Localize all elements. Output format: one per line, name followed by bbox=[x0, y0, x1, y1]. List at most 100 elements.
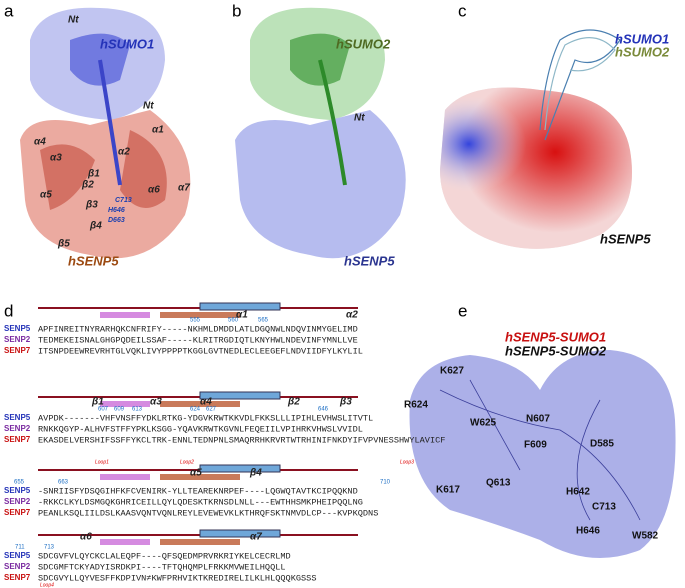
structure-label: α1 bbox=[236, 310, 248, 321]
ss-bar bbox=[100, 474, 150, 480]
ss-bar bbox=[38, 469, 358, 471]
sequence: PEANLKSQLIILDSLKAASVQNTVQNLREYLEVEWEVKLK… bbox=[38, 508, 378, 518]
legend-entry: hSENP5-SUMO2 bbox=[505, 343, 607, 358]
structure-label: β5 bbox=[57, 239, 70, 250]
ss-bar bbox=[38, 534, 358, 536]
ss-bar bbox=[199, 529, 281, 538]
structure-a bbox=[20, 7, 191, 259]
ss-bar bbox=[38, 396, 358, 398]
structure-label: α3 bbox=[150, 397, 162, 408]
structure-label: α7 bbox=[178, 183, 190, 194]
molecule-label: hSENP5 bbox=[600, 231, 651, 246]
panel-letter: d bbox=[4, 301, 13, 320]
residue-number: 655 bbox=[14, 480, 25, 486]
residue-label: R624 bbox=[404, 400, 428, 411]
sequence-name: SENP5 bbox=[4, 413, 31, 422]
ss-bar bbox=[160, 539, 240, 545]
panel-letter: a bbox=[4, 1, 14, 20]
structure-label: β4 bbox=[89, 221, 102, 232]
sequence: ITSNPDEEWREVRHTGLVQKLIVYPPPPTKGGLGVTNEDL… bbox=[38, 346, 363, 356]
ss-bar bbox=[199, 391, 281, 400]
molecule-label: hSUMO1 bbox=[100, 36, 154, 51]
ss-bar bbox=[100, 539, 150, 545]
structure-label: α7 bbox=[250, 532, 262, 543]
structure-b bbox=[235, 7, 406, 259]
molecule-label: hSUMO2 bbox=[615, 44, 670, 59]
structure-label: α2 bbox=[118, 147, 130, 158]
loop-label: Loop2 bbox=[180, 459, 194, 465]
ss-bar bbox=[160, 474, 240, 480]
structure-label: α3 bbox=[50, 153, 62, 164]
sequence: TEDMEKEISNALGHGPQDEILSSAF-----KLRITRGDIQ… bbox=[38, 335, 358, 345]
sequence: SDCGVFVLQYCKCLALEQPF----QFSQEDMPRVRKRIYK… bbox=[38, 551, 291, 561]
residue-number: 613 bbox=[132, 407, 143, 413]
structure-label: β1 bbox=[87, 169, 100, 180]
sequence: SDCGVYLLQYVESFFKDPIVN≠KWFPRHVIKTKREDIREL… bbox=[38, 573, 316, 583]
structure-label: β4 bbox=[249, 468, 262, 479]
sequence: EKASDELVERSHIFSSFFYKCLTRK-ENNLTEDNPNLSMA… bbox=[38, 435, 445, 445]
surface-e bbox=[409, 350, 676, 558]
residue-number: 646 bbox=[318, 407, 329, 413]
ss-bar bbox=[38, 307, 358, 309]
surface-c bbox=[440, 29, 632, 249]
ss-bar bbox=[199, 302, 281, 311]
ss-bar bbox=[100, 312, 150, 318]
molecule-label: hSENP5 bbox=[344, 253, 395, 268]
residue-label: C713 bbox=[592, 502, 616, 513]
ss-bar bbox=[160, 401, 240, 407]
residue-label: W625 bbox=[470, 418, 497, 429]
sequence-name: SENP5 bbox=[4, 486, 31, 495]
sequence-name: SENP2 bbox=[4, 562, 31, 571]
sequence-name: SENP7 bbox=[4, 435, 31, 444]
residue-number: 663 bbox=[58, 480, 69, 486]
panel-letter: e bbox=[458, 301, 467, 320]
sequence-name: SENP2 bbox=[4, 335, 31, 344]
residue-label: K617 bbox=[436, 485, 460, 496]
residue-number: 555 bbox=[190, 318, 201, 324]
residue-label: D585 bbox=[590, 439, 614, 450]
molecule-label: hSENP5 bbox=[68, 253, 119, 268]
structure-label: Nt bbox=[354, 113, 365, 124]
structure-label: β3 bbox=[85, 200, 98, 211]
residue-number: 711 bbox=[15, 545, 25, 551]
sequence-name: SENP7 bbox=[4, 573, 31, 582]
ss-bar bbox=[199, 464, 281, 473]
loop-label: Loop3 bbox=[400, 459, 414, 465]
residue-number: 710 bbox=[380, 480, 391, 486]
sequence-name: SENP7 bbox=[4, 508, 31, 517]
structure-label: β2 bbox=[287, 397, 300, 408]
sequence-name: SENP5 bbox=[4, 551, 31, 560]
residue-label: H642 bbox=[566, 487, 590, 498]
residue-label: H646 bbox=[576, 526, 600, 537]
residue-label: N607 bbox=[526, 414, 550, 425]
sequence: -RKKCLKYLDSMGQKGHRICEILLQYLQDESKTKRNSDLN… bbox=[38, 497, 363, 507]
sequence: AVPDK-------VHFVNSFFYDKLRTKG-YDGVKRWTKKV… bbox=[38, 413, 373, 423]
structure-label: α5 bbox=[190, 468, 202, 479]
structure-label: α5 bbox=[40, 190, 52, 201]
panel-letter: c bbox=[458, 1, 467, 20]
residue-label: H646 bbox=[108, 207, 125, 214]
residue-label: C713 bbox=[115, 197, 132, 204]
residue-number: 607 bbox=[98, 407, 109, 413]
residue-number: 713 bbox=[44, 545, 55, 551]
sequence: SDCGMFTCKYADYISRDKPI----TFTQHQMPLFRKKMVW… bbox=[38, 562, 286, 572]
structure-label: Nt bbox=[68, 15, 79, 26]
residue-number: 560 bbox=[228, 318, 239, 324]
structure-label: β1 bbox=[91, 397, 104, 408]
molecule-label: hSUMO1 bbox=[615, 31, 669, 46]
loop-label: Loop1 bbox=[95, 459, 109, 465]
molecule-label: hSUMO2 bbox=[336, 36, 391, 51]
residue-number: 565 bbox=[258, 318, 269, 324]
residue-number: 609 bbox=[114, 407, 125, 413]
legend-entry: hSENP5-SUMO1 bbox=[505, 329, 606, 344]
structure-label: α6 bbox=[80, 532, 92, 543]
residue-label: Q613 bbox=[486, 478, 511, 489]
structure-label: β3 bbox=[339, 397, 352, 408]
panel-letter: b bbox=[232, 1, 241, 20]
sequence: APFINREITNYRARHQKCNFRIFY-----NKHMLDMDDLA… bbox=[38, 324, 358, 334]
structure-label: α6 bbox=[148, 185, 160, 196]
structure-label: α4 bbox=[34, 137, 46, 148]
residue-number: 627 bbox=[206, 407, 217, 413]
structure-label: α4 bbox=[200, 397, 212, 408]
